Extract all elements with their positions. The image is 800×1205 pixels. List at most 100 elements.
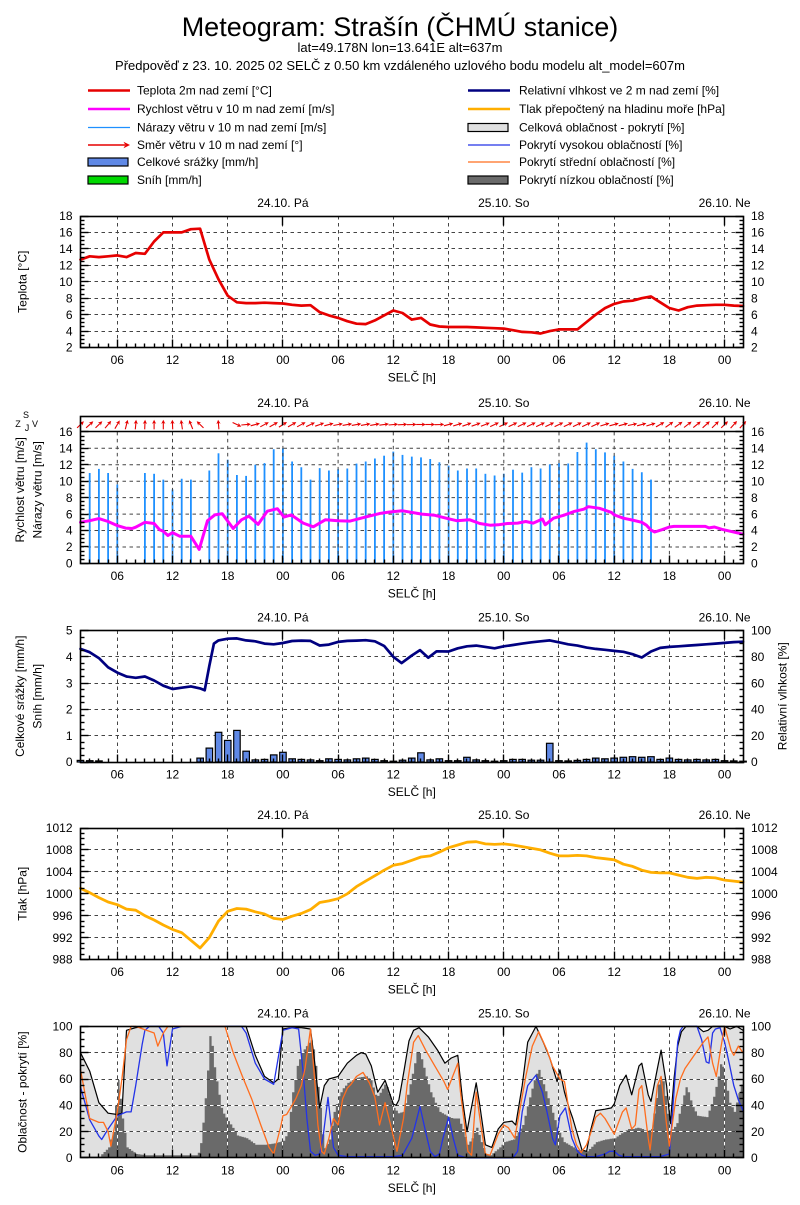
svg-text:Celkové srážky [mm/h]: Celkové srážky [mm/h] <box>13 636 27 757</box>
svg-text:2: 2 <box>751 540 758 554</box>
svg-text:06: 06 <box>111 569 125 583</box>
svg-text:26.10. Ne: 26.10. Ne <box>699 1006 751 1020</box>
svg-text:12: 12 <box>608 353 622 367</box>
svg-text:18: 18 <box>442 569 456 583</box>
svg-text:Tlak [hPa]: Tlak [hPa] <box>16 867 30 921</box>
svg-text:18: 18 <box>221 1163 235 1177</box>
svg-text:4: 4 <box>66 650 73 664</box>
svg-text:12: 12 <box>166 768 180 782</box>
svg-text:1008: 1008 <box>751 843 778 857</box>
svg-text:00: 00 <box>276 569 290 583</box>
svg-text:5: 5 <box>66 624 73 638</box>
svg-text:100: 100 <box>751 1020 771 1034</box>
svg-text:0: 0 <box>751 755 758 769</box>
svg-text:06: 06 <box>111 768 125 782</box>
svg-text:Pokrytí vysokou oblačností [%]: Pokrytí vysokou oblačností [%] <box>519 138 682 152</box>
svg-text:06: 06 <box>331 1163 345 1177</box>
svg-text:2: 2 <box>66 540 73 554</box>
svg-text:Předpověď z 23. 10. 2025 02 SE: Předpověď z 23. 10. 2025 02 SELČ z 0.50 … <box>115 58 685 73</box>
svg-text:26.10. Ne: 26.10. Ne <box>699 396 751 410</box>
svg-text:18: 18 <box>663 768 677 782</box>
svg-text:1004: 1004 <box>46 865 73 879</box>
svg-text:6: 6 <box>66 308 73 322</box>
svg-text:1008: 1008 <box>46 843 73 857</box>
svg-text:Relativní vlhkost ve 2 m nad z: Relativní vlhkost ve 2 m nad zemí [%] <box>519 84 719 98</box>
svg-text:12: 12 <box>608 1163 622 1177</box>
svg-text:Teplota [°C]: Teplota [°C] <box>16 251 30 313</box>
svg-text:0: 0 <box>751 1151 758 1165</box>
svg-text:4: 4 <box>751 524 758 538</box>
svg-text:4: 4 <box>66 524 73 538</box>
svg-text:Nárazy větru [m/s]: Nárazy větru [m/s] <box>31 441 45 538</box>
svg-text:996: 996 <box>52 909 72 923</box>
svg-text:988: 988 <box>751 953 771 967</box>
svg-text:0: 0 <box>66 1151 73 1165</box>
svg-text:2: 2 <box>66 703 73 717</box>
svg-text:00: 00 <box>497 353 511 367</box>
svg-text:SELČ [h]: SELČ [h] <box>388 1180 436 1195</box>
svg-text:00: 00 <box>276 768 290 782</box>
svg-text:Relativní vlhkost [%]: Relativní vlhkost [%] <box>776 642 790 750</box>
svg-text:12: 12 <box>387 1163 401 1177</box>
svg-text:00: 00 <box>718 768 732 782</box>
svg-text:18: 18 <box>221 353 235 367</box>
svg-text:24.10. Pá: 24.10. Pá <box>257 808 309 822</box>
svg-text:SELČ [h]: SELČ [h] <box>388 585 436 600</box>
svg-text:25.10. So: 25.10. So <box>478 196 530 210</box>
svg-text:25.10. So: 25.10. So <box>478 611 530 625</box>
svg-text:18: 18 <box>221 965 235 979</box>
svg-text:12: 12 <box>751 458 765 472</box>
svg-text:00: 00 <box>276 965 290 979</box>
svg-text:24.10. Pá: 24.10. Pá <box>257 611 309 625</box>
svg-text:40: 40 <box>59 1099 73 1113</box>
svg-text:12: 12 <box>166 1163 180 1177</box>
svg-text:18: 18 <box>663 965 677 979</box>
svg-text:J: J <box>25 423 30 433</box>
svg-text:Celková oblačnost - pokrytí [%: Celková oblačnost - pokrytí [%] <box>519 121 684 135</box>
svg-text:Meteogram: Strašín (ČHMÚ stani: Meteogram: Strašín (ČHMÚ stanice) <box>182 11 619 42</box>
svg-text:18: 18 <box>442 965 456 979</box>
svg-text:12: 12 <box>59 259 73 273</box>
svg-text:14: 14 <box>59 242 73 256</box>
svg-text:40: 40 <box>751 703 765 717</box>
svg-text:18: 18 <box>442 353 456 367</box>
svg-text:12: 12 <box>751 259 765 273</box>
svg-text:12: 12 <box>387 353 401 367</box>
svg-text:06: 06 <box>552 768 566 782</box>
svg-text:1000: 1000 <box>46 887 73 901</box>
svg-text:24.10. Pá: 24.10. Pá <box>257 1006 309 1020</box>
svg-text:12: 12 <box>608 965 622 979</box>
svg-text:Teplota 2m nad zemí [°C]: Teplota 2m nad zemí [°C] <box>137 84 272 98</box>
svg-text:0: 0 <box>66 557 73 571</box>
svg-text:14: 14 <box>751 242 765 256</box>
svg-text:2: 2 <box>66 341 73 355</box>
svg-text:Sníh [mm/h]: Sníh [mm/h] <box>137 173 202 187</box>
svg-text:06: 06 <box>331 965 345 979</box>
svg-text:Sníh [mm/h]: Sníh [mm/h] <box>31 664 45 729</box>
svg-text:Rychlost větru v 10 m nad zemí: Rychlost větru v 10 m nad zemí [m/s] <box>137 102 334 116</box>
svg-text:06: 06 <box>331 353 345 367</box>
svg-text:25.10. So: 25.10. So <box>478 808 530 822</box>
svg-text:988: 988 <box>52 953 72 967</box>
svg-text:18: 18 <box>663 353 677 367</box>
svg-text:4: 4 <box>751 324 758 338</box>
svg-text:10: 10 <box>751 275 765 289</box>
svg-text:00: 00 <box>718 569 732 583</box>
svg-text:lat=49.178N lon=13.641E alt=63: lat=49.178N lon=13.641E alt=637m <box>298 40 503 55</box>
svg-text:4: 4 <box>66 324 73 338</box>
svg-text:1: 1 <box>66 729 73 743</box>
svg-text:18: 18 <box>59 209 73 223</box>
svg-text:996: 996 <box>751 909 771 923</box>
svg-text:06: 06 <box>331 569 345 583</box>
svg-text:00: 00 <box>497 1163 511 1177</box>
svg-text:12: 12 <box>166 569 180 583</box>
svg-text:100: 100 <box>751 624 771 638</box>
svg-text:00: 00 <box>718 965 732 979</box>
svg-text:18: 18 <box>221 768 235 782</box>
svg-text:Směr větru v 10 m nad zemí [°]: Směr větru v 10 m nad zemí [°] <box>137 138 303 152</box>
svg-text:26.10. Ne: 26.10. Ne <box>699 196 751 210</box>
svg-text:3: 3 <box>66 676 73 690</box>
svg-text:06: 06 <box>552 569 566 583</box>
svg-text:80: 80 <box>59 1046 73 1060</box>
svg-text:0: 0 <box>751 557 758 571</box>
